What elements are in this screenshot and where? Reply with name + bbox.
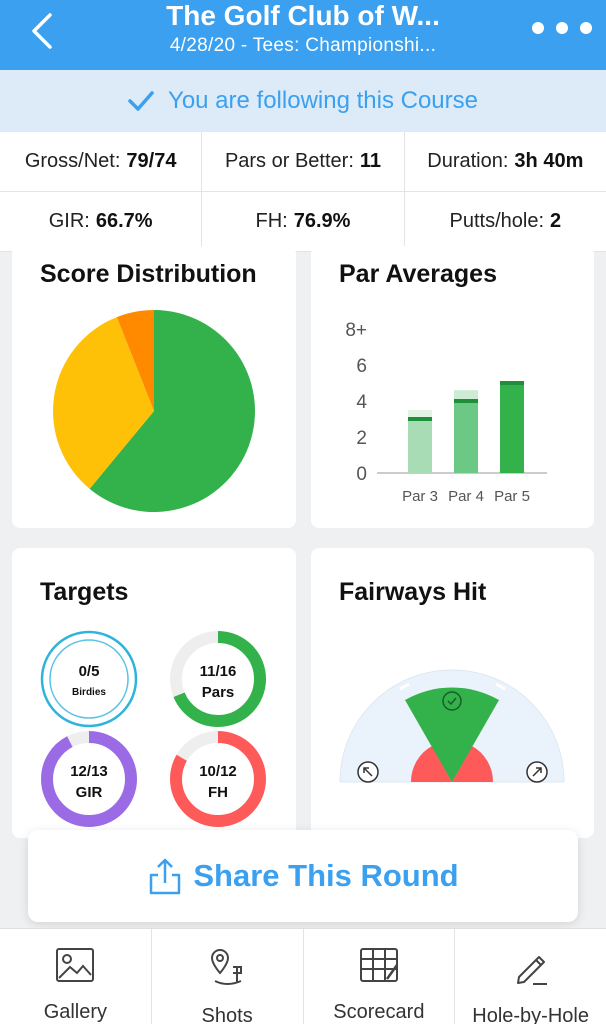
stat-value: 76.9%	[293, 210, 351, 232]
card-title: Targets	[40, 578, 129, 606]
share-icon	[147, 856, 183, 896]
par-averages-chart: 0 2 4 6 8+ Par 3 Par 4 Par 5	[345, 320, 547, 505]
bar-average-marker	[408, 417, 432, 421]
stat-label: GIR:	[48, 210, 90, 232]
tab-hole-by-hole[interactable]: Hole-by-Hole	[455, 929, 606, 1024]
stat-gross-net: Gross/Net: 79/74	[0, 132, 203, 191]
stats-row: Gross/Net: 79/74 Pars or Better: 11 Durati…	[0, 132, 606, 192]
targets-rings: 0/5 Birdies 11/16 Pars 12/13 GIR 10/12 FH	[40, 630, 266, 827]
back-button[interactable]	[22, 8, 62, 54]
score-pie-chart	[53, 310, 256, 512]
stat-label: Putts/hole:	[449, 210, 545, 232]
stat-label: Gross/Net:	[24, 150, 121, 172]
more-dots-icon	[580, 22, 592, 34]
bar	[454, 401, 478, 473]
tab-gallery[interactable]: Gallery	[0, 929, 152, 1024]
card-title: Fairways Hit	[339, 578, 487, 606]
tab-scorecard[interactable]: Scorecard	[304, 929, 456, 1024]
target-label: Pars	[202, 684, 235, 701]
score-distribution-card[interactable]: Score Distribution	[12, 246, 296, 528]
target-value: 12/13	[70, 763, 108, 780]
stat-fh: FH: 76.9%	[202, 192, 405, 251]
bottom-tab-bar: Gallery Shots Scorecard Hole-by-Hole	[0, 928, 606, 1024]
stat-duration: Duration: 3h 40m	[405, 132, 606, 191]
round-subtitle: 4/28/20 - Tees: Championshi...	[169, 35, 437, 56]
target-label: FH	[208, 784, 228, 801]
x-tick-label: Par 5	[494, 488, 530, 505]
y-tick-label: 2	[356, 428, 367, 449]
target-value: 0/5	[79, 663, 100, 680]
y-tick-label: 8+	[345, 320, 367, 341]
course-title: The Golf Club of W...	[166, 0, 440, 31]
target-value: 10/12	[199, 763, 237, 780]
round-stats: Gross/Net: 79/74 Pars or Better: 11 Durati…	[0, 132, 606, 252]
target-ring-gir: 12/13 GIR	[41, 731, 137, 827]
target-ring-fh: 10/12 FH	[170, 731, 266, 827]
target-ring-birdies: 0/5 Birdies	[40, 630, 138, 728]
pin-icon	[207, 947, 247, 987]
stat-putts-per-hole: Putts/hole: 2	[405, 192, 606, 251]
arrow-up-right-icon	[526, 761, 548, 783]
tab-label: Shots	[201, 1005, 253, 1024]
more-dots-icon	[532, 22, 544, 34]
follow-text: You are following this Course	[168, 87, 478, 114]
target-label: Birdies	[72, 687, 106, 698]
follow-status-bar[interactable]: You are following this Course	[0, 70, 606, 132]
tab-shots[interactable]: Shots	[152, 929, 304, 1024]
pie-slice	[53, 317, 154, 489]
miss-left-wedge	[410, 746, 452, 782]
y-tick-label: 6	[356, 356, 367, 377]
tab-label: Gallery	[43, 1001, 108, 1023]
bar	[500, 383, 524, 473]
more-dots-icon	[556, 22, 568, 34]
stat-value: 79/74	[126, 150, 177, 172]
scorecard-icon	[359, 947, 399, 983]
x-tick-label: Par 4	[448, 488, 484, 505]
arrow-up-left-icon	[357, 761, 379, 783]
checkmark-icon	[128, 90, 154, 112]
targets-card[interactable]: Targets 0/5 Birdies 11/16 Pars 12/13 GIR 10/12…	[12, 548, 296, 838]
pie-slice	[116, 310, 154, 411]
stats-row: GIR: 66.7% FH: 76.9% Putts/hole: 2	[0, 192, 606, 252]
bar-average-marker	[500, 381, 524, 385]
bar	[408, 419, 432, 473]
stat-pars-or-better: Pars or Better: 11	[202, 132, 405, 191]
pie-slice	[89, 310, 256, 512]
fairways-hit-card[interactable]: Fairways Hit	[311, 548, 594, 838]
fairways-hit-gauge	[339, 669, 565, 783]
card-title: Score Distribution	[40, 260, 257, 288]
share-label: Share This Round	[193, 858, 459, 893]
stat-label: Duration:	[427, 150, 509, 172]
stat-value: 11	[359, 150, 382, 172]
y-tick-label: 0	[356, 464, 367, 485]
bar-average-marker	[454, 399, 478, 403]
fairway-hit-wedge	[405, 687, 499, 782]
stat-value: 66.7%	[95, 210, 153, 232]
check-circle-icon	[442, 691, 462, 711]
more-button[interactable]	[532, 18, 592, 38]
target-ring-pars: 11/16 Pars	[170, 631, 266, 727]
image-icon	[55, 947, 95, 983]
pencil-icon	[511, 947, 551, 987]
target-label: GIR	[76, 784, 103, 801]
stat-gir: GIR: 66.7%	[0, 192, 203, 251]
share-round-button[interactable]: Share This Round	[28, 830, 578, 922]
top-header: The Golf Club of W... 4/28/20 - Tees: Ch…	[0, 0, 606, 70]
stat-label: FH:	[255, 210, 288, 232]
card-title: Par Averages	[339, 260, 497, 288]
tab-label: Scorecard	[333, 1001, 425, 1023]
miss-right-wedge	[452, 746, 494, 782]
par-averages-card[interactable]: Par Averages 0 2 4 6 8+ Par 3 Par 4 Par 5	[311, 246, 594, 528]
chevron-left-icon	[32, 13, 52, 49]
stat-value: 3h 40m	[514, 150, 584, 172]
target-value: 11/16	[200, 663, 237, 680]
y-tick-label: 4	[356, 392, 367, 413]
stat-label: Pars or Better:	[224, 150, 354, 172]
tab-label: Hole-by-Hole	[472, 1005, 589, 1024]
x-tick-label: Par 3	[402, 488, 438, 505]
stat-value: 2	[550, 210, 562, 232]
